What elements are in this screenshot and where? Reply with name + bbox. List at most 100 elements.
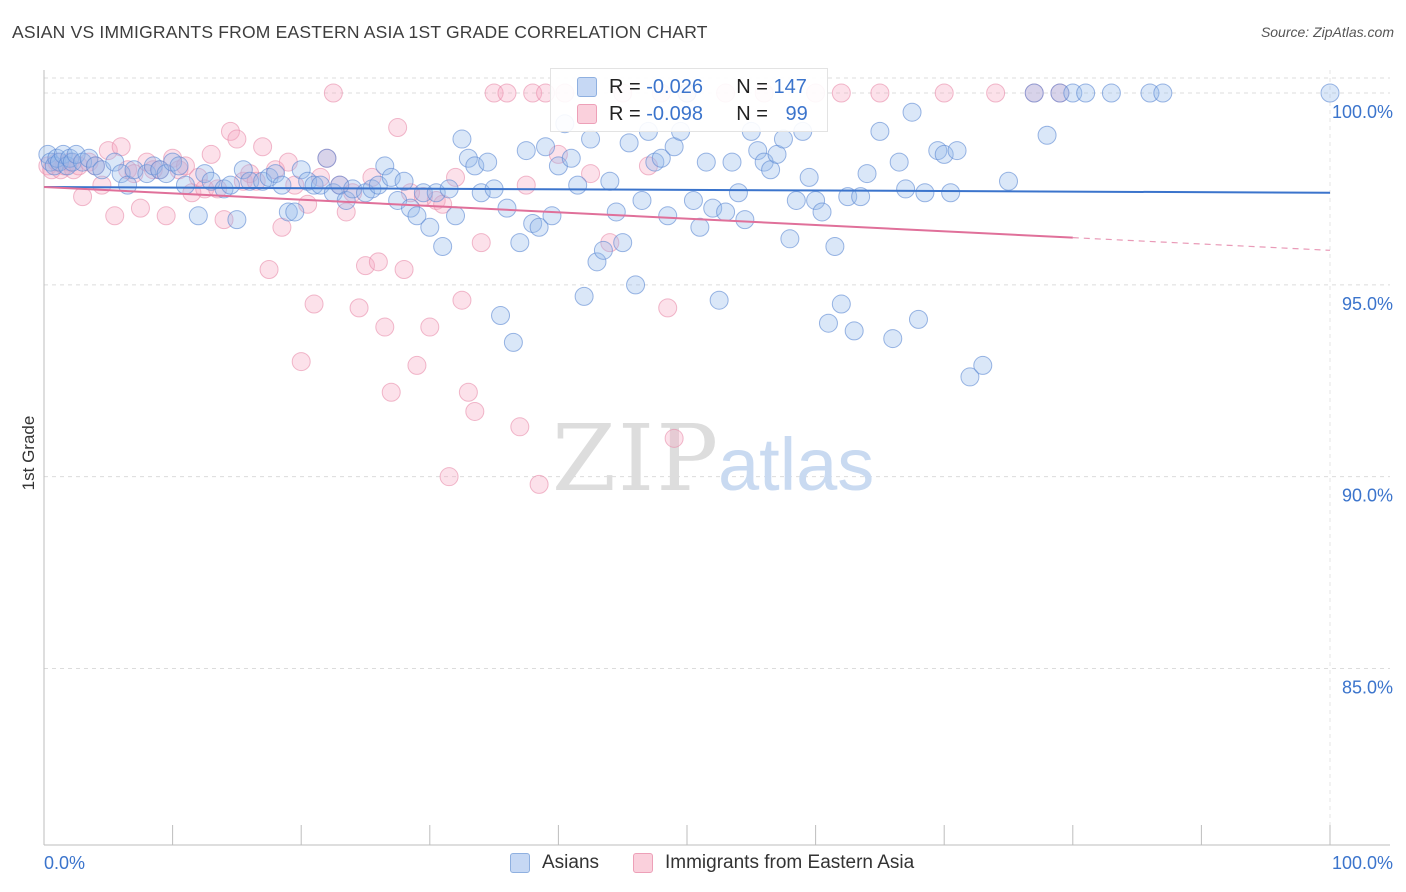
point-immigrants <box>175 156 195 176</box>
point-asians <box>799 167 819 187</box>
legend-n-label: N = <box>736 102 774 125</box>
point-asians <box>285 202 305 222</box>
point-asians <box>568 175 588 195</box>
point-asians <box>1037 125 1057 145</box>
point-asians <box>619 133 639 153</box>
point-immigrants <box>227 129 247 149</box>
series-legend-asians[interactable]: Asians <box>510 852 599 874</box>
point-asians <box>272 175 292 195</box>
legend-n-value: 147 <box>773 75 807 98</box>
point-asians <box>529 217 549 237</box>
legend-n-value: 99 <box>785 102 808 125</box>
point-asians <box>716 202 736 222</box>
point-immigrants <box>870 83 890 103</box>
point-asians <box>124 160 144 180</box>
point-asians <box>317 148 337 168</box>
point-asians <box>825 236 845 256</box>
point-asians <box>497 198 517 218</box>
point-immigrants <box>510 417 530 437</box>
point-asians <box>773 129 793 149</box>
point-asians <box>79 148 99 168</box>
trend-line-asians <box>43 186 1331 194</box>
point-asians <box>394 171 414 191</box>
point-asians <box>851 187 871 207</box>
point-asians <box>401 198 421 218</box>
point-asians <box>105 152 125 172</box>
point-asians <box>883 329 903 349</box>
point-immigrants <box>388 118 408 138</box>
point-immigrants <box>349 298 369 318</box>
point-asians <box>233 160 253 180</box>
point-asians <box>420 217 440 237</box>
source-credit: Source: ZipAtlas.com <box>1260 24 1394 40</box>
point-asians <box>195 164 215 184</box>
point-asians <box>908 309 928 329</box>
watermark: ZIP atlas <box>552 405 874 512</box>
point-asians <box>111 164 131 184</box>
chart-title: ASIAN VS IMMIGRANTS FROM EASTERN ASIA 1S… <box>12 22 708 42</box>
point-asians <box>433 236 453 256</box>
point-immigrants <box>208 179 228 199</box>
point-asians <box>188 206 208 226</box>
point-asians <box>1153 83 1173 103</box>
point-asians <box>896 179 916 199</box>
point-asians <box>291 160 311 180</box>
point-immigrants <box>291 352 311 372</box>
point-asians <box>265 164 285 184</box>
point-asians <box>220 175 240 195</box>
trend-lines <box>43 186 1331 251</box>
point-immigrants <box>471 233 491 253</box>
y-tick-label: 95.0% <box>1342 294 1393 314</box>
point-asians <box>696 152 716 172</box>
point-asians <box>600 171 620 191</box>
series-legend-label-immigrants: Immigrants from Eastern Asia <box>665 852 915 873</box>
legend-row-immigrants: R = -0.098 N = 99 <box>577 101 808 127</box>
trend-line-immigrants <box>43 186 1073 239</box>
point-immigrants <box>658 298 678 318</box>
point-asians <box>973 355 993 375</box>
point-asians <box>1024 83 1044 103</box>
point-immigrants <box>323 83 343 103</box>
point-asians <box>542 206 562 226</box>
point-asians <box>703 198 723 218</box>
series-legend-immigrants[interactable]: Immigrants from Eastern Asia <box>633 852 914 874</box>
point-asians <box>780 229 800 249</box>
point-asians <box>137 164 157 184</box>
point-immigrants <box>220 121 240 141</box>
point-immigrants <box>516 175 536 195</box>
y-axis-label: 1st Grade <box>19 416 38 491</box>
point-asians <box>66 144 86 164</box>
point-asians <box>728 183 748 203</box>
point-asians <box>709 290 729 310</box>
point-asians <box>503 332 523 352</box>
point-asians <box>735 210 755 230</box>
trend-line-immigrants-extrapolated <box>1072 237 1331 251</box>
point-asians <box>934 144 954 164</box>
point-immigrants <box>259 260 279 280</box>
point-immigrants <box>98 141 118 161</box>
point-immigrants <box>201 144 221 164</box>
point-asians <box>941 183 961 203</box>
watermark-zip: ZIP <box>552 405 720 512</box>
point-asians <box>381 167 401 187</box>
point-asians <box>818 313 838 333</box>
series-legend-swatch-immigrants <box>633 853 653 873</box>
point-asians <box>407 206 427 226</box>
point-asians <box>915 183 935 203</box>
point-immigrants <box>368 252 388 272</box>
point-asians <box>722 152 742 172</box>
point-asians <box>999 171 1018 191</box>
x-tick-label-max: 100.0% <box>1332 853 1393 873</box>
point-asians <box>278 202 298 222</box>
point-immigrants <box>529 474 549 494</box>
point-asians <box>1320 83 1340 103</box>
point-asians <box>375 156 395 176</box>
point-immigrants <box>934 83 954 103</box>
point-asians <box>606 202 626 222</box>
legend-r-value: -0.026 <box>646 75 703 98</box>
point-asians <box>844 321 864 341</box>
point-immigrants <box>446 167 466 187</box>
point-asians <box>690 217 710 237</box>
point-immigrants <box>356 256 375 276</box>
